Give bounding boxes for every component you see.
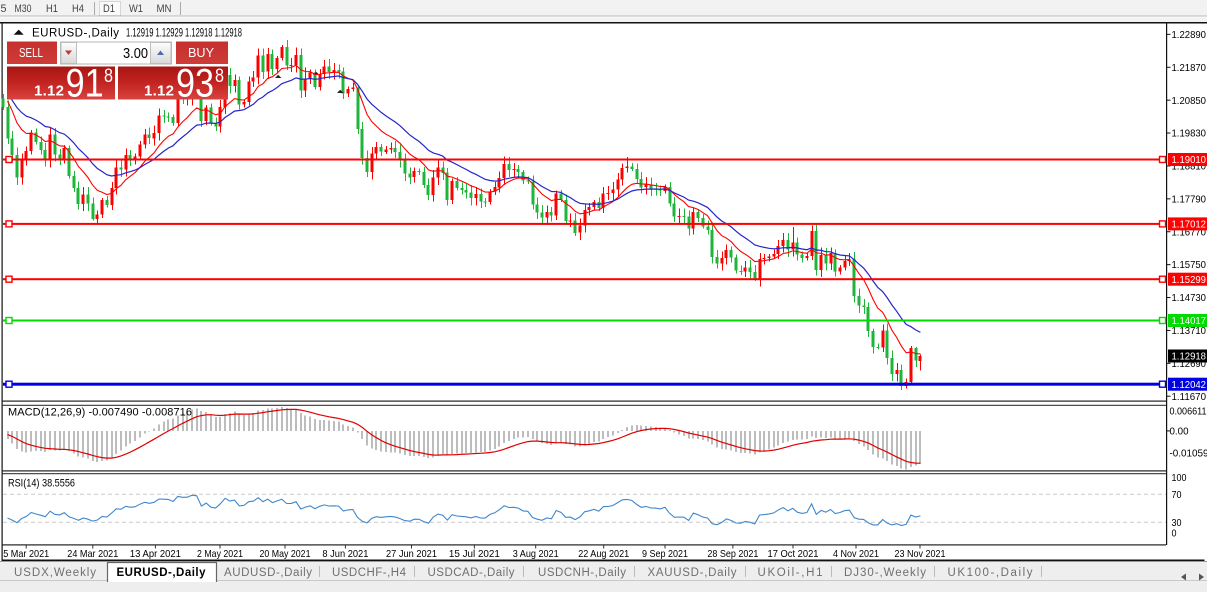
svg-text:15 Jul 2021: 15 Jul 2021 — [449, 548, 500, 560]
svg-text:93: 93 — [176, 62, 214, 106]
svg-text:0.00: 0.00 — [1170, 425, 1189, 437]
svg-text:H4: H4 — [72, 3, 84, 15]
svg-text:70: 70 — [1172, 489, 1182, 501]
svg-text:8: 8 — [104, 66, 113, 87]
svg-text:USDCNH-,Daily: USDCNH-,Daily — [538, 567, 626, 579]
svg-text:UK100-,Daily: UK100-,Daily — [948, 567, 1033, 579]
svg-text:5: 5 — [1, 3, 7, 15]
svg-text:4 Nov 2021: 4 Nov 2021 — [833, 548, 879, 560]
svg-text:1.21870: 1.21870 — [1172, 62, 1207, 74]
svg-text:EURUSD-,Daily: EURUSD-,Daily — [32, 28, 119, 40]
svg-text:DJ30-,Weekly: DJ30-,Weekly — [844, 567, 926, 579]
svg-text:1.15750: 1.15750 — [1172, 259, 1207, 271]
svg-text:0: 0 — [1172, 528, 1177, 540]
svg-text:1.19830: 1.19830 — [1172, 128, 1207, 140]
svg-text:8 Jun 2021: 8 Jun 2021 — [322, 548, 368, 560]
svg-text:1.17012: 1.17012 — [1172, 219, 1207, 231]
svg-text:SELL: SELL — [19, 45, 43, 60]
svg-text:D1: D1 — [103, 3, 115, 15]
svg-text:20 May 2021: 20 May 2021 — [260, 548, 311, 560]
svg-text:8: 8 — [215, 66, 224, 87]
svg-text:17 Oct 2021: 17 Oct 2021 — [768, 548, 819, 560]
svg-text:EURUSD-,Daily: EURUSD-,Daily — [117, 567, 207, 579]
svg-text:BUY: BUY — [188, 45, 214, 60]
svg-text:AUDUSD-,Daily: AUDUSD-,Daily — [224, 567, 312, 579]
svg-text:0.006611: 0.006611 — [1170, 405, 1207, 417]
svg-text:22 Aug 2021: 22 Aug 2021 — [578, 548, 629, 560]
svg-text:1.11670: 1.11670 — [1172, 391, 1207, 403]
svg-text:USDCAD-,Daily: USDCAD-,Daily — [428, 567, 515, 579]
svg-text:1.12042: 1.12042 — [1172, 379, 1207, 391]
svg-text:13 Apr 2021: 13 Apr 2021 — [130, 548, 181, 560]
svg-text:1.12919 1.12929 1.12918 1.1291: 1.12919 1.12929 1.12918 1.12918 — [126, 28, 242, 40]
svg-text:M30: M30 — [15, 3, 32, 15]
svg-text:24 Mar 2021: 24 Mar 2021 — [67, 548, 118, 560]
svg-text:1.19010: 1.19010 — [1172, 154, 1207, 166]
svg-text:1.14017: 1.14017 — [1172, 315, 1207, 327]
svg-text:1.14730: 1.14730 — [1172, 292, 1207, 304]
svg-text:MACD(12,26,9) -0.007490 -0.008: MACD(12,26,9) -0.007490 -0.008716 — [8, 407, 192, 419]
svg-text:91: 91 — [66, 62, 104, 106]
svg-text:27 Jun 2021: 27 Jun 2021 — [386, 548, 437, 560]
svg-text:H1: H1 — [46, 3, 58, 15]
svg-text:USDX,Weekly: USDX,Weekly — [14, 567, 96, 579]
svg-text:2 May 2021: 2 May 2021 — [197, 548, 243, 560]
svg-text:-0.01059: -0.01059 — [1170, 448, 1207, 460]
svg-text:1.20850: 1.20850 — [1172, 95, 1207, 107]
svg-text:3 Aug 2021: 3 Aug 2021 — [513, 548, 559, 560]
svg-text:23 Nov 2021: 23 Nov 2021 — [895, 548, 946, 560]
svg-text:1.12: 1.12 — [144, 83, 174, 100]
svg-text:1.15299: 1.15299 — [1172, 274, 1207, 286]
svg-text:3.00: 3.00 — [123, 46, 148, 62]
svg-text:9 Sep 2021: 9 Sep 2021 — [642, 548, 688, 560]
svg-text:1.17790: 1.17790 — [1172, 193, 1207, 205]
svg-text:1.12918: 1.12918 — [1172, 351, 1207, 363]
svg-text:MN: MN — [157, 3, 172, 15]
svg-text:1.22890: 1.22890 — [1172, 29, 1207, 41]
svg-text:5 Mar 2021: 5 Mar 2021 — [3, 548, 49, 560]
svg-text:100: 100 — [1172, 472, 1187, 484]
svg-text:1.12: 1.12 — [34, 83, 64, 100]
svg-text:XAUUSD-,Daily: XAUUSD-,Daily — [648, 567, 737, 579]
svg-text:28 Sep 2021: 28 Sep 2021 — [707, 548, 758, 560]
svg-text:RSI(14) 38.5556: RSI(14) 38.5556 — [8, 478, 75, 490]
svg-text:USDCHF-,H4: USDCHF-,H4 — [332, 567, 407, 579]
svg-text:W1: W1 — [129, 3, 143, 15]
